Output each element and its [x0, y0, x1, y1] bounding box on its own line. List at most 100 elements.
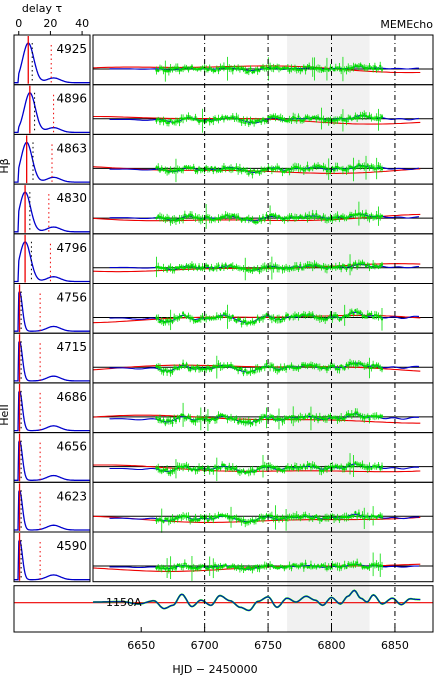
data-point: [224, 563, 227, 566]
data-point: [155, 119, 158, 122]
data-point: [249, 321, 252, 324]
data-point: [167, 369, 170, 372]
data-point: [214, 317, 217, 320]
data-point: [254, 68, 257, 71]
data-point: [336, 67, 339, 70]
data-point: [366, 363, 369, 366]
data-point: [381, 318, 383, 321]
data-point: [199, 169, 202, 172]
data-point: [244, 421, 247, 424]
data-point: [297, 216, 300, 219]
data-point: [215, 217, 218, 220]
data-point: [286, 466, 289, 469]
data-point: [363, 262, 366, 265]
data-point: [377, 364, 380, 367]
data-point: [208, 516, 211, 519]
data-point: [212, 169, 215, 172]
data-point: [277, 417, 280, 420]
data-point: [221, 463, 224, 466]
data-point: [258, 467, 261, 470]
data-point: [377, 215, 380, 218]
data-point: [349, 312, 352, 315]
data-point: [274, 516, 277, 519]
data-point: [349, 462, 352, 465]
data-point: [331, 166, 334, 169]
data-point: [306, 165, 309, 168]
data-point: [366, 414, 369, 417]
data-point: [187, 466, 190, 469]
data-point: [322, 166, 325, 169]
data-point: [183, 515, 186, 518]
data-point: [357, 311, 360, 314]
data-point: [160, 216, 163, 219]
panel-label-4796: 4796: [56, 241, 87, 255]
data-point: [185, 363, 188, 366]
data-points-4925: [155, 56, 383, 82]
data-point: [187, 166, 190, 169]
data-point: [272, 366, 275, 369]
data-point: [372, 67, 375, 70]
data-point: [349, 165, 352, 168]
data-point: [286, 217, 289, 220]
data-point: [277, 116, 280, 119]
data-point: [365, 515, 368, 518]
panel-label-4590: 4590: [56, 539, 87, 553]
data-point: [224, 167, 227, 170]
data-point: [196, 365, 199, 368]
panel-label-4830: 4830: [56, 191, 87, 205]
data-point: [286, 565, 289, 568]
data-point: [379, 366, 382, 369]
data-point: [240, 121, 243, 124]
data-point: [352, 312, 355, 315]
data-point: [217, 363, 220, 366]
data-point: [233, 167, 236, 170]
data-point: [347, 167, 350, 170]
data-point: [190, 366, 193, 369]
data-point: [363, 566, 366, 569]
data-point: [206, 316, 209, 319]
data-point: [183, 562, 186, 565]
data-point: [302, 464, 305, 467]
data-point: [283, 66, 286, 69]
data-point: [198, 367, 201, 370]
data-point: [357, 512, 360, 515]
data-points-4756: [155, 304, 383, 331]
data-point: [242, 518, 245, 521]
data-point: [178, 120, 181, 123]
data-point: [183, 314, 186, 317]
data-point: [215, 516, 218, 519]
data-point: [288, 317, 291, 320]
data-point: [251, 120, 254, 123]
top-right-label: MEMEcho: [380, 18, 433, 31]
data-point: [246, 217, 249, 220]
data-point: [338, 368, 341, 371]
data-point: [334, 314, 337, 317]
data-point: [254, 367, 257, 370]
data-point: [341, 169, 344, 172]
data-point: [260, 367, 263, 370]
data-point: [272, 416, 275, 419]
data-point: [242, 372, 245, 375]
data-point: [212, 69, 215, 72]
data-point: [182, 117, 185, 120]
data-point: [338, 66, 341, 69]
data-point: [349, 116, 352, 119]
data-point: [247, 172, 250, 175]
data-point: [238, 318, 241, 321]
data-point: [169, 371, 172, 374]
data-point: [366, 216, 369, 219]
data-point: [263, 564, 266, 567]
data-point: [286, 168, 289, 171]
data-point: [256, 367, 259, 370]
data-point: [318, 415, 321, 418]
data-point: [343, 367, 346, 370]
data-point: [212, 518, 215, 521]
data-point: [173, 121, 176, 124]
data-point: [381, 515, 383, 518]
data-point: [361, 416, 364, 419]
data-point: [262, 366, 264, 369]
data-point: [361, 65, 364, 68]
data-point: [221, 566, 224, 569]
data-point: [192, 467, 195, 470]
data-point: [352, 464, 355, 467]
